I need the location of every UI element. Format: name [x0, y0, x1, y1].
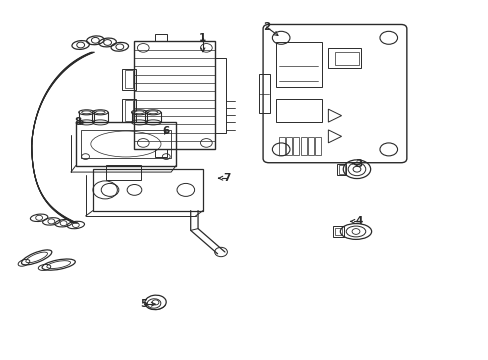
Bar	[334, 52, 358, 65]
Ellipse shape	[148, 111, 158, 114]
Text: 1: 1	[199, 33, 206, 43]
Circle shape	[36, 215, 42, 220]
Text: 7: 7	[223, 173, 231, 183]
Circle shape	[48, 219, 55, 224]
Bar	[215, 58, 225, 133]
Bar	[276, 42, 322, 87]
Bar	[315, 137, 321, 155]
Bar	[276, 99, 322, 122]
Bar	[335, 228, 342, 235]
Bar	[154, 34, 166, 41]
Bar	[154, 149, 166, 157]
Ellipse shape	[81, 111, 91, 114]
Ellipse shape	[95, 111, 105, 114]
Text: 8: 8	[75, 117, 81, 127]
Bar	[285, 137, 291, 155]
Bar	[293, 137, 299, 155]
Bar	[307, 137, 313, 155]
Text: 3: 3	[355, 159, 362, 169]
Bar	[76, 122, 176, 166]
Text: 6: 6	[163, 126, 169, 136]
Bar	[337, 164, 346, 175]
Bar	[93, 169, 203, 211]
Bar	[122, 99, 136, 122]
Circle shape	[77, 42, 84, 48]
Text: 5: 5	[141, 299, 147, 309]
Text: 4: 4	[355, 216, 363, 226]
Circle shape	[91, 37, 99, 43]
Circle shape	[116, 44, 123, 50]
Circle shape	[72, 222, 79, 228]
Bar	[338, 165, 344, 174]
Bar	[333, 226, 344, 237]
Bar	[328, 48, 361, 68]
Text: 2: 2	[263, 22, 269, 32]
Ellipse shape	[134, 111, 144, 114]
Circle shape	[103, 40, 111, 45]
Bar	[300, 137, 306, 155]
Bar	[124, 100, 133, 121]
Bar	[259, 74, 269, 113]
Circle shape	[60, 221, 67, 226]
Bar	[105, 165, 141, 180]
Bar	[134, 41, 215, 149]
Bar	[122, 69, 136, 90]
Bar	[278, 137, 284, 155]
Bar	[124, 71, 133, 88]
Bar	[81, 130, 171, 158]
